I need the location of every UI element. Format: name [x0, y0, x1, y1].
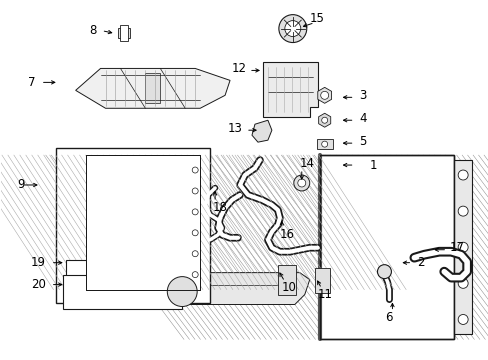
Text: 7: 7 [28, 76, 36, 89]
Circle shape [321, 141, 327, 147]
Text: 3: 3 [359, 89, 366, 102]
Text: 6: 6 [385, 311, 392, 324]
Circle shape [377, 265, 390, 279]
Text: 2: 2 [416, 256, 424, 269]
Bar [120, 24, 128, 41]
Circle shape [457, 170, 467, 180]
Circle shape [457, 278, 467, 288]
Text: 18: 18 [213, 201, 227, 215]
Circle shape [192, 209, 198, 215]
Text: 10: 10 [281, 281, 296, 294]
Polygon shape [251, 120, 271, 142]
Text: 1: 1 [369, 158, 376, 172]
Bar [319, 155, 453, 339]
Polygon shape [263, 62, 317, 117]
Bar [453, 160, 471, 334]
Bar [85, 155, 200, 289]
Circle shape [457, 206, 467, 216]
Bar [85, 155, 200, 289]
Text: 17: 17 [448, 241, 463, 254]
Polygon shape [185, 273, 309, 305]
Circle shape [192, 272, 198, 278]
Text: 8: 8 [89, 24, 96, 37]
Circle shape [167, 276, 197, 306]
Text: 20: 20 [31, 278, 46, 291]
Text: 15: 15 [309, 12, 324, 25]
Circle shape [297, 179, 305, 187]
Text: 11: 11 [317, 288, 332, 301]
Polygon shape [145, 73, 160, 103]
Circle shape [192, 251, 198, 257]
Circle shape [321, 117, 327, 123]
Bar [65, 260, 180, 289]
Circle shape [192, 230, 198, 236]
Bar [56, 148, 210, 302]
Text: 4: 4 [359, 112, 366, 125]
Polygon shape [76, 68, 229, 108]
Bar [316, 139, 332, 149]
Circle shape [293, 175, 309, 191]
Text: 12: 12 [231, 62, 246, 75]
Circle shape [192, 167, 198, 173]
Text: 5: 5 [359, 135, 366, 148]
Circle shape [285, 21, 300, 37]
Text: 16: 16 [279, 228, 294, 241]
Text: 14: 14 [299, 157, 314, 170]
Circle shape [457, 242, 467, 252]
Bar [118, 28, 130, 37]
Circle shape [192, 188, 198, 194]
Circle shape [278, 15, 306, 42]
Circle shape [457, 315, 467, 324]
Text: 9: 9 [17, 179, 24, 192]
Bar [314, 268, 329, 293]
Bar [277, 265, 295, 294]
Text: 13: 13 [228, 122, 243, 135]
Circle shape [320, 91, 328, 99]
Bar [319, 155, 453, 339]
Text: 19: 19 [31, 256, 46, 269]
Bar [62, 275, 182, 310]
